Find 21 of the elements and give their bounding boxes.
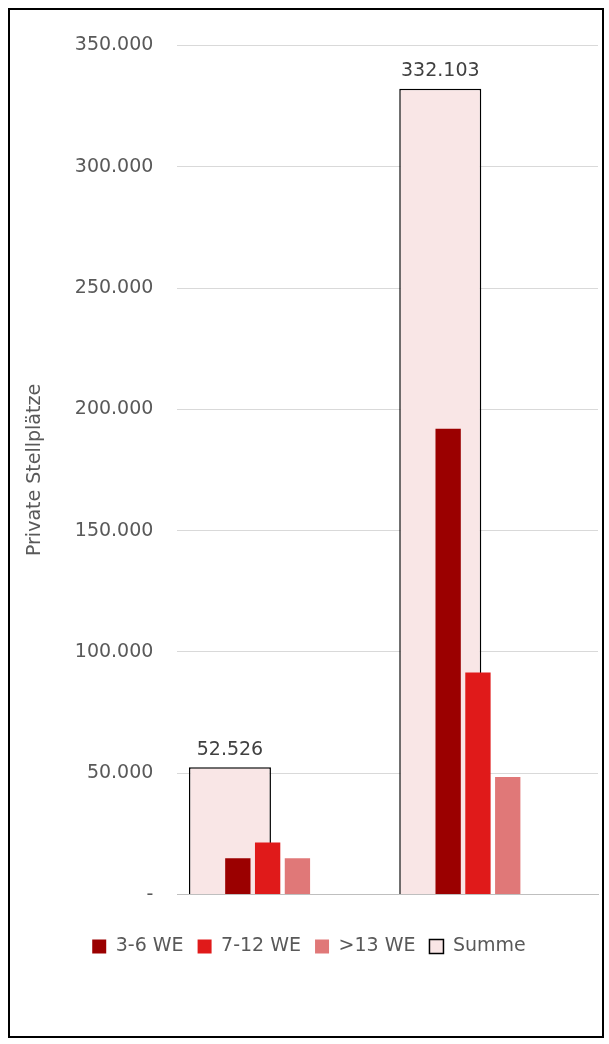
legend-label: 7-12 WE [221, 933, 302, 956]
y-tick-label: - [146, 881, 154, 904]
y-tick-label: 350.000 [74, 32, 154, 55]
bar [495, 776, 521, 895]
bar [284, 858, 311, 895]
legend-label: 3-6 WE [115, 933, 184, 956]
y-tick-label: 300.000 [74, 153, 154, 176]
data-label: 332.103 [400, 58, 480, 81]
y-tick-label: 50.000 [86, 760, 154, 783]
y-tick-label: 200.000 [74, 396, 154, 419]
bar [254, 842, 281, 895]
bar [465, 672, 491, 895]
y-tick-label: 100.000 [74, 638, 154, 661]
bar [225, 858, 251, 895]
legend-label: Summe [452, 933, 526, 956]
y-axis-title: Private Stellplätze [22, 383, 45, 557]
legend-label: >13 WE [338, 933, 416, 956]
y-tick-label: 150.000 [74, 517, 154, 540]
y-tick-label: 250.000 [74, 274, 154, 297]
bar [435, 428, 461, 895]
data-label: 52.526 [196, 736, 264, 759]
